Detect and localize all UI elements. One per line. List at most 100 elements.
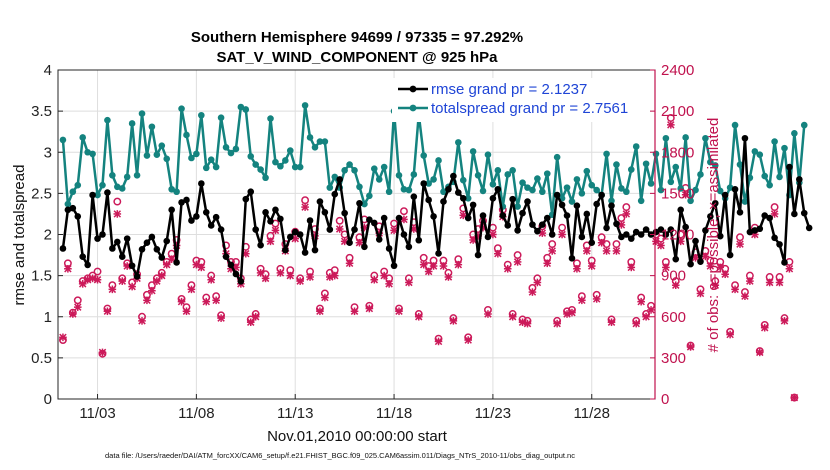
totalspread-point	[682, 134, 689, 141]
obs-assimilated-marker	[306, 273, 314, 281]
totalspread-point	[277, 162, 284, 170]
totalspread-point	[711, 162, 719, 169]
obs-assimilated-marker	[103, 307, 112, 316]
y-left-tick-label: 4	[44, 62, 52, 79]
obs-assimilated-marker	[790, 393, 799, 402]
rmse-point	[776, 241, 783, 248]
obs-assimilated-marker	[523, 319, 532, 328]
rmse-point	[603, 224, 610, 232]
rmse-point	[128, 262, 136, 270]
obs-possible-marker	[113, 197, 122, 206]
obs-assimilated-marker	[187, 285, 196, 294]
totalspread-point	[494, 167, 502, 174]
rmse-point	[573, 202, 581, 210]
totalspread-point	[425, 180, 432, 187]
rmse-point	[509, 195, 516, 203]
rmse-point	[652, 228, 660, 236]
rmse-point	[711, 199, 719, 207]
rmse-point	[237, 278, 245, 285]
rmse-point	[563, 212, 571, 219]
obs-possible-marker	[93, 267, 102, 276]
rmse-point	[514, 227, 521, 234]
obs-assimilated-marker	[553, 319, 561, 328]
obs-assimilated-marker	[662, 263, 670, 272]
obs-assimilated-marker	[197, 263, 206, 272]
obs-assimilated-marker	[785, 264, 794, 273]
rmse-point	[395, 214, 403, 222]
rmse-point	[168, 206, 175, 214]
totalspread-point	[306, 134, 314, 141]
obs-assimilated-marker	[296, 277, 304, 285]
obs-assimilated-marker	[345, 259, 354, 268]
totalspread-point	[296, 163, 304, 171]
rmse-point	[306, 217, 314, 224]
obs-assimilated-marker	[98, 348, 107, 357]
totalspread-point	[405, 186, 413, 194]
obs-assimilated-marker	[439, 262, 448, 270]
x-tick-label: 11/23	[475, 405, 511, 422]
rmse-point	[331, 190, 339, 198]
totalspread-point	[771, 138, 778, 145]
x-tick-label: 11/03	[79, 405, 115, 422]
rmse-point	[405, 243, 413, 251]
totalspread-point	[123, 173, 131, 181]
obs-assimilated-marker	[597, 238, 606, 247]
obs-assimilated-marker	[301, 203, 309, 211]
obs-assimilated-marker	[681, 190, 690, 199]
obs-assimilated-marker	[271, 226, 280, 235]
rmse-point	[326, 226, 334, 233]
rmse-point	[173, 259, 180, 266]
rmse-point	[464, 214, 472, 222]
rmse-point	[632, 228, 640, 236]
x-tick-label: 11/18	[376, 405, 412, 422]
obs-assimilated-marker	[385, 280, 393, 288]
rmse-point	[69, 204, 77, 212]
rmse-point	[741, 134, 749, 142]
totalspread-point	[207, 156, 215, 163]
rmse-point	[637, 231, 645, 238]
rmse-point	[370, 219, 378, 227]
rmse-point	[548, 231, 556, 238]
totalspread-point	[153, 151, 161, 159]
y-right-tick-label: 1800	[661, 144, 694, 161]
totalspread-point	[257, 166, 264, 173]
obs-assimilated-marker	[321, 293, 329, 302]
x-axis-label: Nov.01,2010 00:00:00 start	[267, 428, 448, 445]
obs-assimilated-marker	[780, 317, 789, 325]
obs-assimilated-marker	[276, 269, 285, 277]
totalspread-point	[623, 188, 630, 196]
rmse-point	[346, 239, 353, 247]
totalspread-point	[380, 163, 388, 171]
obs-possible-marker	[335, 216, 344, 225]
totalspread-point	[697, 171, 704, 178]
rmse-point	[286, 233, 294, 241]
totalspread-point	[222, 144, 230, 151]
totalspread-point	[321, 138, 329, 145]
rmse-point	[400, 231, 408, 238]
totalspread-point	[232, 145, 240, 153]
totalspread-point	[543, 170, 551, 177]
rmse-point	[380, 214, 388, 222]
obs-assimilated-marker	[202, 297, 211, 306]
totalspread-point	[578, 190, 586, 197]
totalspread-point	[563, 184, 571, 191]
totalspread-point	[370, 165, 378, 172]
totalspread-point	[227, 149, 235, 157]
obs-assimilated-marker	[266, 237, 275, 246]
totalspread-point	[163, 155, 171, 163]
rmse-point	[539, 221, 546, 228]
obs-assimilated-marker	[726, 330, 734, 339]
rmse-point	[385, 245, 393, 252]
obs-assimilated-marker	[182, 307, 191, 316]
rmse-point	[257, 241, 264, 249]
rmse-point	[277, 215, 284, 223]
x-tick-label: 11/13	[277, 405, 313, 422]
totalspread-point	[267, 115, 274, 122]
obs-assimilated-marker	[380, 271, 388, 280]
totalspread-point	[291, 163, 299, 171]
totalspread-point	[89, 150, 96, 158]
obs-assimilated-marker	[405, 278, 413, 287]
rmse-point	[588, 239, 596, 247]
totalspread-point	[637, 197, 645, 205]
